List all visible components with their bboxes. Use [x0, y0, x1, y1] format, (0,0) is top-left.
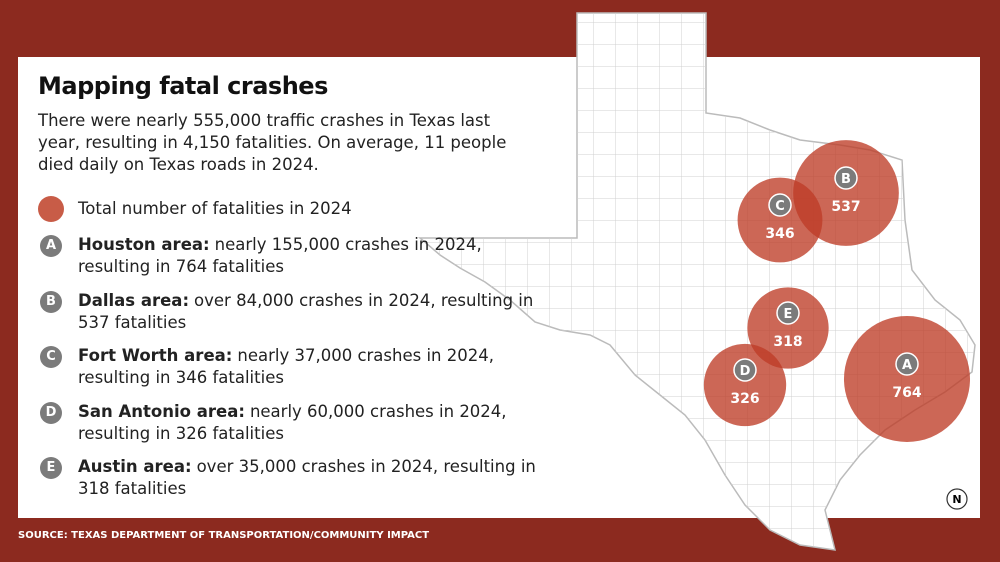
circle-value: 326	[730, 391, 759, 407]
area-badge: E	[40, 457, 62, 479]
legend-label: Total number of fatalities in 2024	[78, 199, 352, 218]
circle-letter: E	[784, 307, 793, 322]
area-description: nearly 60,000 crashes in 2024, resulting…	[78, 401, 507, 443]
north-label: N	[952, 493, 961, 506]
legend-dot	[38, 196, 64, 222]
intro: There were nearly 555,000 traffic crashe…	[38, 111, 507, 174]
area-text: Fort Worth area: nearly 37,000 crashes in…	[78, 345, 538, 389]
north-arrow	[946, 488, 968, 510]
area-description: nearly 155,000 crashes in 2024, resultin…	[78, 235, 482, 276]
circle-badge	[834, 166, 858, 190]
source: SOURCE: TEXAS DEPARTMENT OF TRANSPORTATI…	[18, 530, 430, 541]
circle-value: 764	[892, 385, 921, 401]
circle-letter: C	[775, 199, 785, 214]
area-description: nearly 37,000 crashes in 2024, resulting…	[78, 346, 494, 387]
area-text: Austin area: over 35,000 crashes in 2024,…	[78, 456, 538, 500]
area-description: over 35,000 crashes in 2024, resulting i…	[78, 457, 536, 498]
area-text: San Antonio area: nearly 60,000 crashes i…	[78, 401, 538, 445]
area-badge: D	[40, 401, 62, 424]
circle-badge	[768, 193, 792, 217]
circle-badge	[895, 352, 919, 376]
area-badge: C	[40, 346, 62, 368]
circle-badge	[776, 301, 800, 325]
area-name: Austin area:	[78, 457, 192, 476]
title: Mapping fatal crashes	[38, 72, 328, 100]
circle-letter: B	[841, 172, 851, 187]
circle-badge	[733, 358, 757, 382]
area-name: San Antonio area:	[78, 401, 245, 421]
fatality-circle	[747, 287, 829, 369]
area-text: Dallas area: over 84,000 crashes in 2024,…	[78, 290, 538, 334]
circle-value: 537	[831, 199, 860, 215]
area-badge: B	[40, 290, 62, 313]
area-text: Houston area: nearly 155,000 crashes in 2…	[78, 234, 538, 278]
fatality-circle	[703, 343, 787, 427]
area-name: Fort Worth area:	[78, 346, 233, 365]
area-description: over 84,000 crashes in 2024, resulting i…	[78, 290, 534, 332]
area-badge: A	[40, 235, 62, 257]
area-name: Houston area:	[78, 235, 210, 254]
circle-value: 346	[765, 226, 794, 242]
area-name: Dallas area:	[78, 290, 190, 310]
circle-value: 318	[773, 334, 802, 350]
circle-letter: D	[740, 364, 751, 379]
circle-letter: A	[902, 358, 912, 373]
fatality-circle	[737, 177, 823, 263]
fatality-circle	[843, 315, 971, 443]
